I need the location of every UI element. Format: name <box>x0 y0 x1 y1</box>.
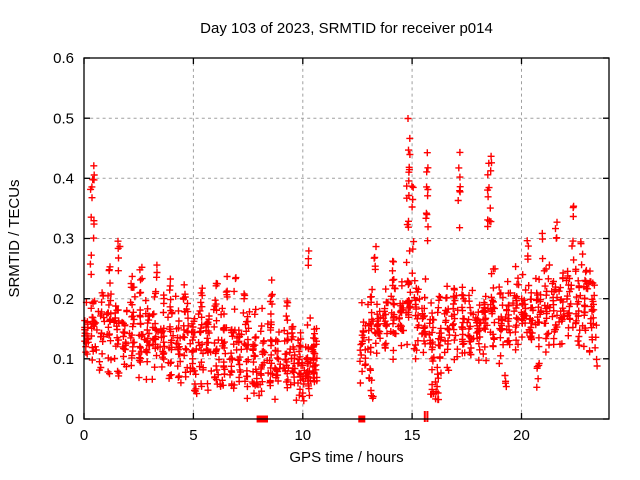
y-tick-label: 0.3 <box>53 231 74 248</box>
y-tick-label: 0.2 <box>53 291 74 308</box>
y-tick-label: 0 <box>66 411 74 428</box>
axis-tick-marker <box>426 411 429 422</box>
scatter-points <box>81 115 601 405</box>
tick-labels: 0 0.1 0.2 0.3 0.4 0.5 0.6 0 5 10 15 20 <box>53 50 530 444</box>
x-tick-label: 15 <box>404 427 421 444</box>
plot-border-and-ticks <box>83 57 610 420</box>
axis-tick-marker <box>423 411 426 422</box>
axis-event-markers <box>256 411 429 423</box>
y-tick-label: 0.4 <box>53 171 74 188</box>
y-tick-label: 0.5 <box>53 110 74 127</box>
grid-lines <box>84 58 609 419</box>
chart-title: Day 103 of 2023, SRMTID for receiver p01… <box>200 20 493 37</box>
y-tick-label: 0.6 <box>53 50 74 67</box>
y-tick-label: 0.1 <box>53 351 74 368</box>
x-tick-label: 5 <box>189 427 197 444</box>
y-axis-label: SRMTID / TECUs <box>6 179 23 297</box>
x-tick-label: 20 <box>513 427 530 444</box>
x-tick-label: 10 <box>294 427 311 444</box>
x-tick-label: 0 <box>80 427 88 444</box>
x-axis-label: GPS time / hours <box>289 449 403 466</box>
